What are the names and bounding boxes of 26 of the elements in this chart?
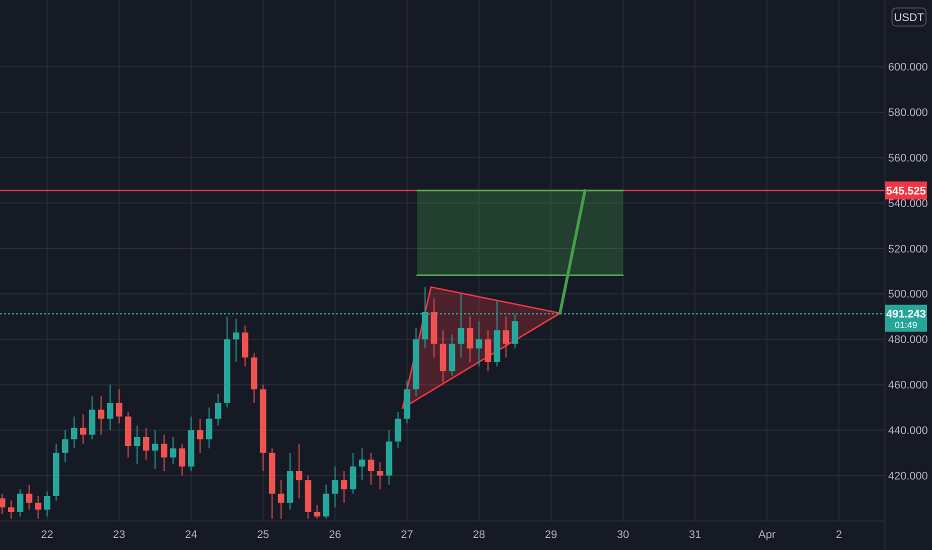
x-tick-label: 22 [41, 529, 54, 541]
y-tick-label: 580.000 [888, 107, 928, 120]
x-tick-label: 25 [256, 529, 270, 541]
y-tick-label: 440.000 [888, 425, 928, 438]
x-tick-label: 2 [836, 529, 842, 541]
y-tick-label: 460.000 [888, 380, 928, 392]
y-tick-label: 500.000 [888, 288, 928, 301]
text: 01:49 [894, 320, 918, 330]
ref-line-label: 545.525 [886, 185, 926, 198]
ref-line-label: 491.243 [886, 308, 926, 321]
y-tick-label: 560.000 [888, 152, 928, 164]
y-tick-label: 420.000 [888, 470, 928, 482]
text: USDT [894, 12, 924, 24]
x-tick-label: Apr [758, 529, 776, 541]
y-tick-label: 540.000 [888, 198, 928, 210]
x-tick-label: 30 [616, 529, 630, 541]
y-tick-label: 480.000 [888, 334, 928, 346]
y-tick-label: 600.000 [888, 62, 928, 74]
x-tick-label: 24 [184, 529, 198, 541]
y-tick-label: 520.000 [888, 243, 928, 256]
x-tick-label: 23 [112, 529, 126, 541]
x-tick-label: 31 [688, 529, 702, 541]
x-tick-label: 29 [544, 529, 558, 541]
x-tick-label: 26 [328, 529, 342, 541]
x-tick-label: 28 [472, 529, 486, 541]
x-tick-label: 27 [400, 529, 414, 541]
